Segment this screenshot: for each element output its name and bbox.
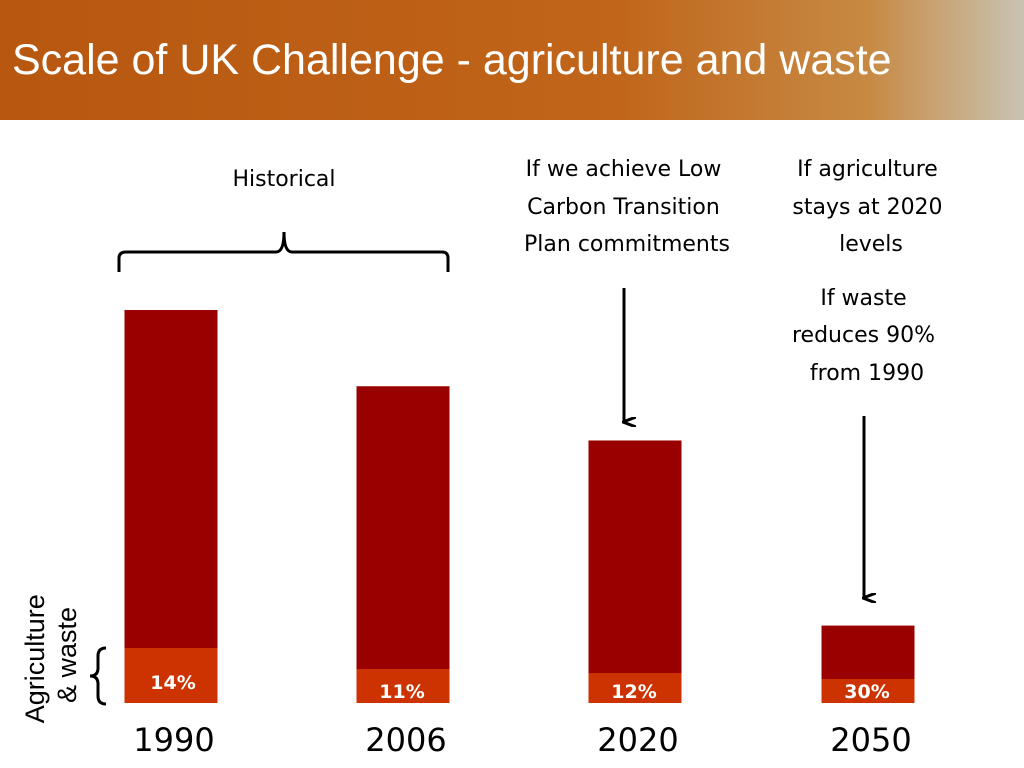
bar-total-2020	[588, 440, 682, 703]
side-axis-label: Agriculture & waste	[20, 587, 82, 724]
side-label-text: Agriculture & waste	[20, 587, 82, 724]
agri-line-1: If agriculture	[797, 157, 938, 182]
waste-annotation: If waste reduces 90% from 1990	[792, 286, 942, 386]
waste-line-2: reduces 90%	[792, 323, 935, 348]
bar-total-1990	[124, 310, 218, 703]
title-banner: Scale of UK Challenge - agriculture and …	[0, 0, 1024, 120]
bar-ag-waste-2006	[356, 669, 450, 703]
side-brace	[89, 646, 107, 706]
share-label-2050: 30%	[844, 681, 889, 703]
lctp-line-1: If we achieve Low	[526, 157, 722, 182]
agri-line-3: levels	[839, 232, 903, 257]
bar-ag-waste-2020	[588, 673, 682, 703]
lctp-annotation: If we achieve Low Carbon Transition Plan…	[524, 157, 730, 257]
share-label-2006: 11%	[379, 681, 424, 703]
category-label-2006: 2006	[365, 721, 446, 759]
category-label-2050: 2050	[830, 721, 911, 759]
agri-line-2: stays at 2020	[792, 195, 942, 220]
category-label-1990: 1990	[133, 721, 214, 759]
lctp-line-3: Plan commitments	[524, 232, 730, 257]
side-label-line-2: & waste	[52, 607, 82, 703]
waste-line-1: If waste	[820, 286, 906, 311]
waste-line-3: from 1990	[810, 361, 924, 386]
side-label-line-1: Agriculture	[20, 594, 50, 723]
bars-group: 14% 1990 11% 2006 12% 2020 30% 2050	[124, 310, 915, 759]
bar-ag-waste-1990	[124, 648, 218, 703]
category-label-2020: 2020	[597, 721, 678, 759]
historical-brace	[117, 231, 450, 272]
page-title: Scale of UK Challenge - agriculture and …	[12, 36, 892, 84]
share-label-1990: 14%	[150, 672, 195, 694]
historical-label: Historical	[232, 167, 335, 192]
share-label-2020: 12%	[611, 681, 656, 703]
bar-total-2006	[356, 386, 450, 703]
agri-annotation: If agriculture stays at 2020 levels	[792, 157, 949, 257]
bar-ag-waste-2050	[821, 679, 915, 703]
lctp-line-2: Carbon Transition	[527, 195, 720, 220]
